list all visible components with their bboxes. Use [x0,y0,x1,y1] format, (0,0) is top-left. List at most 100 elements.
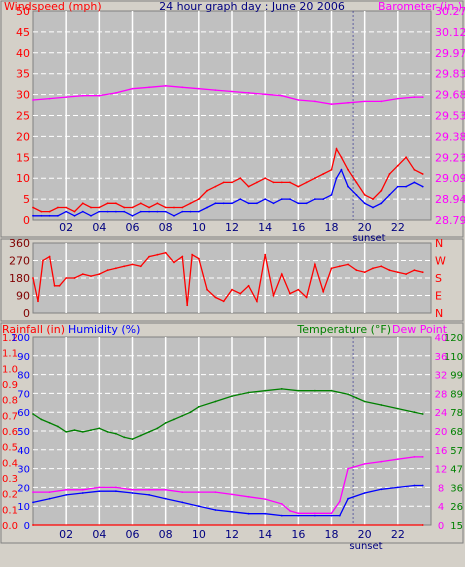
series-windspeed-mph--point [335,148,338,150]
series-wind-gust-point [340,168,343,171]
series-barometer-in--point [164,84,167,87]
series-humidity--point [396,486,399,489]
series-wind-gust-point [106,210,109,213]
rainfall-tick-label: 0.6 [2,427,18,438]
series-dew-point-point [396,458,399,461]
series-humidity--point [81,492,84,494]
series-wind-direction-point [173,261,175,264]
series-windspeed-mph--point [322,173,325,175]
windspeed-tick-label: 5 [23,193,30,206]
series-wind-direction-point [81,273,84,275]
windspeed-tick-label: 45 [16,26,30,39]
series-dew-point-point [264,498,267,500]
humidity-tick-label: 40 [17,446,30,457]
temperature-tick-label: 99 [450,371,463,382]
series-wind-direction-point [197,257,200,260]
series-dew-point-point [115,486,117,489]
series-wind-gust-point [322,198,325,201]
series-wind-gust-point [388,194,391,196]
direction-degree-tick-label: 270 [9,255,30,268]
series-wind-direction-point [264,253,267,256]
series-windspeed-mph--point [340,156,343,159]
series-windspeed-mph--point [380,189,383,192]
series-barometer-in--point [421,96,424,98]
series-windspeed-mph--point [32,206,34,209]
series-temperature-f--point [115,432,117,435]
temperature-tick-label: 47 [450,465,463,476]
series-wind-gust-point [206,206,209,209]
grid-layer [33,11,431,525]
series-temperature-f--point [148,431,151,433]
direction-degree-tick-label: 360 [9,237,30,250]
series-barometer-in--point [330,103,333,106]
series-humidity--point [330,514,333,517]
hour-tick-label-3: 12 [225,528,239,541]
hour-tick-label-1: 18 [325,221,339,234]
series-wind-direction-point [123,265,126,268]
series-windspeed-mph--point [264,177,267,180]
series-humidity--point [48,497,51,500]
series-dew-point-point [421,456,424,458]
hour-tick-label-3: 02 [59,528,73,541]
series-dew-point-point [314,512,316,515]
series-wind-direction-point [181,255,184,258]
series-temperature-f--point [197,405,200,408]
series-humidity--point [164,497,167,500]
dewpoint-tick-label: 20 [435,427,448,438]
hour-tick-label-1: 16 [291,221,305,234]
series-temperature-f--point [81,431,84,433]
series-barometer-in--point [363,100,366,103]
series-wind-direction-point [396,271,399,274]
series-temperature-f--point [57,425,59,428]
series-barometer-in--point [413,96,416,98]
rainfall-tick-label: 0.0 [2,521,18,532]
humidity-axis-title: Humidity (%) [68,323,140,336]
series-dew-point-point [347,467,349,470]
series-dew-point-point [131,488,134,491]
dewpoint-tick-label: 28 [435,389,448,400]
windspeed-tick-label: 0 [23,214,30,227]
hour-tick-label-3: 08 [159,528,173,541]
series-humidity--point [338,514,341,517]
hour-tick-label-3: 16 [291,528,305,541]
series-temperature-f--point [48,422,51,424]
series-windspeed-mph--point [214,185,217,188]
temperature-tick-label: 57 [450,446,463,457]
hour-tick-label-1: 12 [225,221,239,234]
hour-tick-label-1: 06 [126,221,140,234]
temperature-tick-label: 68 [450,427,463,438]
series-temperature-f--point [421,413,424,415]
series-wind-gust-point [156,210,159,213]
series-barometer-in--point [197,87,200,90]
compass-tick-label: S [435,272,442,285]
series-wind-gust-point [372,206,374,209]
series-temperature-f--point [189,411,192,414]
series-wind-gust-point [272,202,275,205]
series-wind-direction-point [32,277,34,279]
series-barometer-in--point [32,99,34,101]
series-wind-direction-point [355,269,358,272]
series-windspeed-mph--point [48,210,51,213]
series-barometer-in--point [380,100,383,103]
hour-tick-label-3: 06 [126,528,140,541]
windspeed-axis-title: Windspeed (mph) [4,0,102,13]
hour-tick-label-3: 22 [391,528,405,541]
series-windspeed-mph--point [65,206,68,209]
series-humidity--point [181,501,184,504]
series-wind-gust-point [148,210,151,213]
hour-tick-label-1: 08 [159,221,173,234]
series-wind-gust-point [396,185,399,188]
rainfall-tick-label: 0.9 [2,380,18,391]
series-humidity--point [314,514,316,517]
series-wind-direction-point [65,277,68,279]
rainfall-tick-label: 1.1 [2,349,18,360]
series-wind-gust-point [335,177,338,180]
barometer-tick-label: 29.38 [435,130,465,143]
series-windspeed-mph--point [131,206,134,209]
barometer-tick-label: 28.94 [435,193,465,206]
series-windspeed-mph--point [123,206,126,209]
series-windspeed-mph--point [81,202,84,205]
series-windspeed-mph--point [297,185,300,188]
series-windspeed-mph--point [181,206,184,209]
humidity-tick-label: 10 [17,502,30,513]
